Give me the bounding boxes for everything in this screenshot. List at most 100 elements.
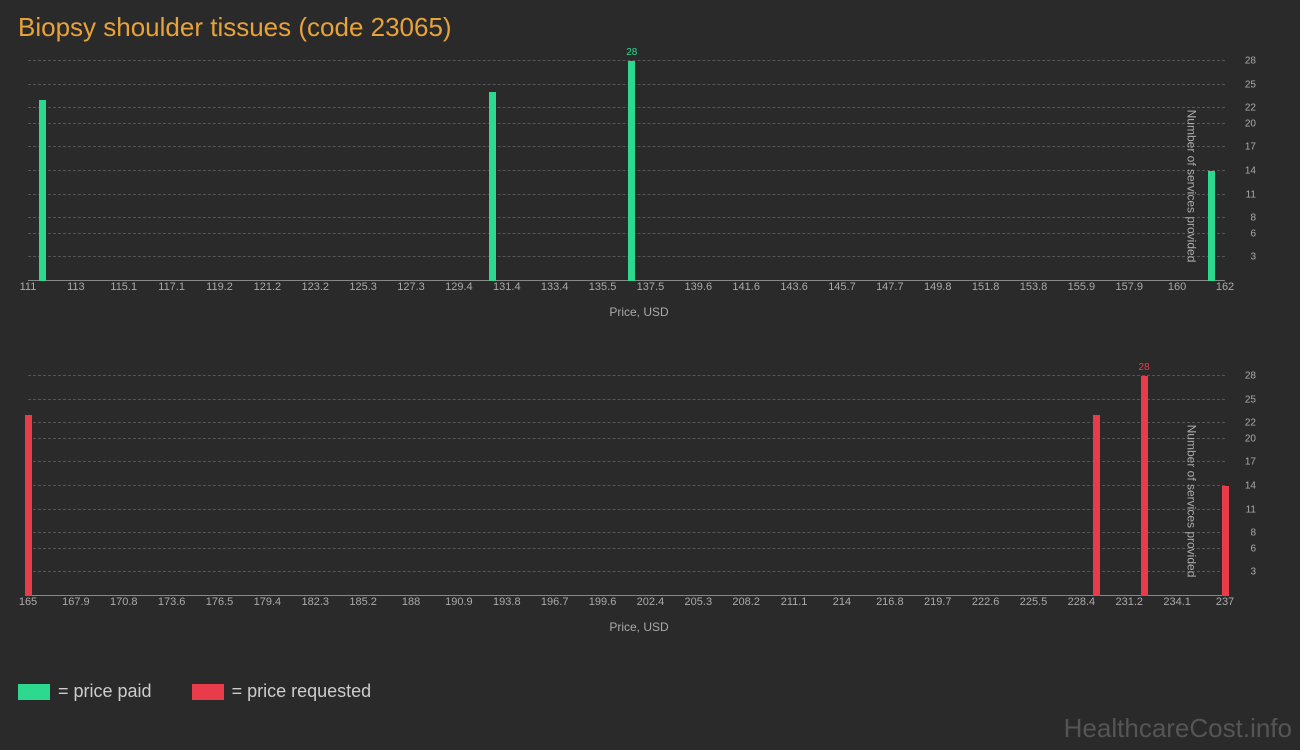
bar: 28: [628, 61, 635, 281]
gridline: [28, 217, 1225, 218]
y-axis-label-top: Number of services provided: [1185, 110, 1199, 263]
bar: [1222, 486, 1229, 596]
gridline: [28, 571, 1225, 572]
x-tick-label: 155.9: [1068, 281, 1096, 293]
x-tick-label: 211.1: [781, 596, 808, 608]
gridline: [28, 548, 1225, 549]
gridline: [28, 107, 1225, 108]
y-tick-label: 28: [1245, 56, 1256, 67]
plot-area-top: 28: [28, 61, 1225, 281]
y-ticks-bottom: 36811141720222528: [1230, 376, 1260, 596]
y-tick-label: 20: [1245, 118, 1256, 129]
y-tick-label: 25: [1245, 394, 1256, 405]
x-tick-label: 167.9: [62, 596, 90, 608]
y-tick-label: 17: [1245, 142, 1256, 153]
x-tick-label: 149.8: [924, 281, 952, 293]
x-tick-label: 202.4: [637, 596, 665, 608]
x-tick-label: 165: [19, 596, 37, 608]
y-tick-label: 28: [1245, 371, 1256, 382]
x-ticks-bottom: 165167.9170.8173.6176.5179.4182.3185.218…: [28, 596, 1225, 616]
x-ticks-top: 111113115.1117.1119.2121.2123.2125.3127.…: [28, 281, 1225, 301]
x-tick-label: 123.2: [302, 281, 330, 293]
legend: = price paid = price requested: [0, 681, 1300, 702]
x-tick-label: 173.6: [158, 596, 186, 608]
chart-price-paid: 28 36811141720222528 Number of services …: [18, 51, 1260, 321]
x-tick-label: 157.9: [1115, 281, 1143, 293]
gridline: [28, 60, 1225, 61]
gridline: [28, 509, 1225, 510]
x-tick-label: 133.4: [541, 281, 569, 293]
x-tick-label: 205.3: [685, 596, 713, 608]
y-tick-label: 6: [1250, 228, 1256, 239]
x-tick-label: 121.2: [254, 281, 282, 293]
y-tick-label: 14: [1245, 166, 1256, 177]
x-tick-label: 182.3: [302, 596, 330, 608]
x-tick-label: 231.2: [1115, 596, 1143, 608]
x-tick-label: 179.4: [254, 596, 282, 608]
bar: [1093, 415, 1100, 596]
x-tick-label: 162: [1216, 281, 1234, 293]
x-tick-label: 190.9: [445, 596, 473, 608]
x-tick-label: 115.1: [110, 281, 137, 293]
y-tick-label: 14: [1245, 481, 1256, 492]
x-tick-label: 131.4: [493, 281, 521, 293]
x-tick-label: 117.1: [158, 281, 185, 293]
x-tick-label: 129.4: [445, 281, 473, 293]
legend-item: = price requested: [192, 681, 372, 702]
x-tick-label: 188: [402, 596, 420, 608]
y-tick-label: 20: [1245, 433, 1256, 444]
y-tick-label: 22: [1245, 103, 1256, 114]
x-tick-label: 135.5: [589, 281, 617, 293]
x-tick-label: 222.6: [972, 596, 1000, 608]
x-tick-label: 147.7: [876, 281, 904, 293]
x-tick-label: 214: [833, 596, 851, 608]
y-ticks-top: 36811141720222528: [1230, 61, 1260, 281]
x-tick-label: 234.1: [1163, 596, 1191, 608]
x-tick-label: 185.2: [349, 596, 377, 608]
x-tick-label: 137.5: [637, 281, 665, 293]
x-tick-label: 208.2: [732, 596, 760, 608]
gridline: [28, 123, 1225, 124]
x-axis-label-bottom: Price, USD: [609, 620, 668, 634]
x-tick-label: 143.6: [780, 281, 808, 293]
y-tick-label: 8: [1250, 213, 1256, 224]
x-tick-label: 216.8: [876, 596, 904, 608]
watermark: HealthcareCost.info: [1064, 713, 1292, 744]
bar: [39, 100, 46, 281]
legend-label: = price requested: [232, 681, 372, 702]
y-tick-label: 3: [1250, 567, 1256, 578]
bar: 28: [1141, 376, 1148, 596]
bar: [25, 415, 32, 596]
x-tick-label: 111: [20, 281, 37, 293]
gridline: [28, 146, 1225, 147]
x-tick-label: 160: [1168, 281, 1186, 293]
x-axis-label-top: Price, USD: [609, 305, 668, 319]
y-tick-label: 25: [1245, 79, 1256, 90]
x-tick-label: 176.5: [206, 596, 234, 608]
y-tick-label: 3: [1250, 252, 1256, 263]
x-tick-label: 139.6: [685, 281, 713, 293]
x-tick-label: 125.3: [349, 281, 377, 293]
gridline: [28, 461, 1225, 462]
legend-swatch: [18, 684, 50, 700]
gridline: [28, 375, 1225, 376]
gridline: [28, 233, 1225, 234]
gridline: [28, 532, 1225, 533]
y-axis-label-bottom: Number of services provided: [1185, 425, 1199, 578]
chart-price-requested: 28 36811141720222528 Number of services …: [18, 366, 1260, 636]
y-tick-label: 11: [1246, 504, 1256, 515]
legend-label: = price paid: [58, 681, 152, 702]
y-tick-label: 17: [1245, 457, 1256, 468]
bar: [489, 92, 496, 281]
gridline: [28, 438, 1225, 439]
legend-item: = price paid: [18, 681, 152, 702]
gridline: [28, 84, 1225, 85]
x-tick-label: 170.8: [110, 596, 138, 608]
x-tick-label: 119.2: [206, 281, 233, 293]
gridline: [28, 485, 1225, 486]
gridline: [28, 256, 1225, 257]
x-tick-label: 193.8: [493, 596, 521, 608]
plot-area-bottom: 28: [28, 376, 1225, 596]
x-tick-label: 145.7: [828, 281, 856, 293]
y-tick-label: 22: [1245, 418, 1256, 429]
